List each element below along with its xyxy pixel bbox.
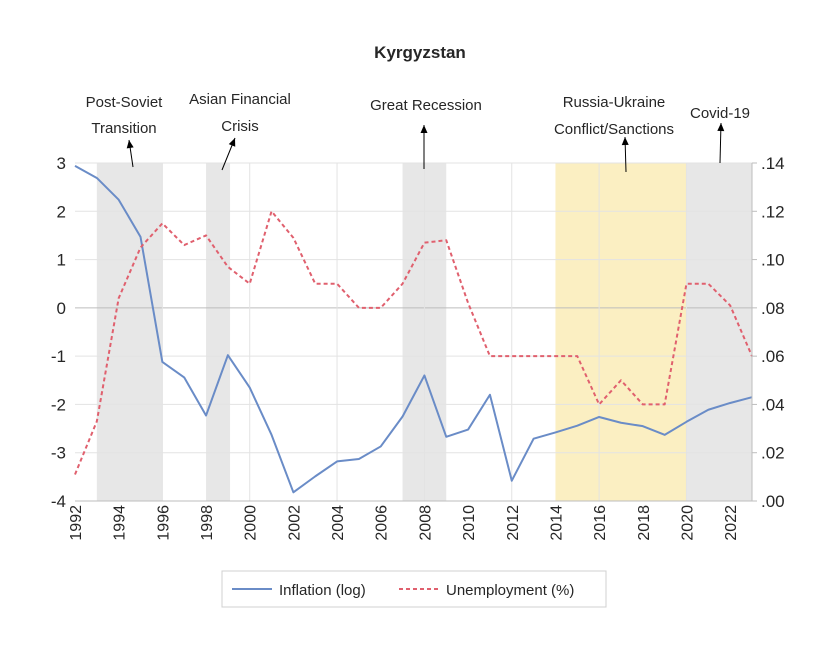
shaded-period bbox=[96, 163, 163, 501]
annotation-label: Russia-Ukraine bbox=[563, 94, 666, 111]
y-left-tick-label: -3 bbox=[51, 444, 66, 463]
shaded-period bbox=[555, 163, 687, 501]
y-left-tick-label: 1 bbox=[57, 251, 66, 270]
y-right-tick-label: .14 bbox=[761, 154, 785, 173]
y-left-tick-label: 2 bbox=[57, 202, 66, 221]
chart-title: Kyrgyzstan bbox=[374, 43, 466, 62]
arrowhead-icon bbox=[228, 138, 236, 147]
annotation-label: Post-Soviet bbox=[86, 94, 164, 111]
annotation-label: Transition bbox=[91, 120, 156, 137]
y-right-tick-label: .04 bbox=[761, 395, 785, 414]
y-right-tick-label: .00 bbox=[761, 492, 785, 511]
y-left-tick-label: -4 bbox=[51, 492, 66, 511]
y-left-tick-label: -2 bbox=[51, 395, 66, 414]
x-tick-label: 2014 bbox=[548, 505, 565, 541]
x-tick-label: 1994 bbox=[112, 505, 129, 541]
arrowhead-icon bbox=[126, 140, 134, 149]
x-tick-label: 2022 bbox=[723, 505, 740, 541]
legend-label-unemployment: Unemployment (%) bbox=[446, 582, 574, 599]
x-tick-label: 2020 bbox=[679, 505, 696, 541]
x-tick-label: 2002 bbox=[286, 505, 303, 541]
x-tick-label: 2000 bbox=[243, 505, 260, 541]
x-tick-label: 2018 bbox=[636, 505, 653, 541]
annotation-label: Great Recession bbox=[370, 97, 482, 114]
arrowhead-icon bbox=[420, 125, 428, 133]
shaded-period bbox=[206, 163, 231, 501]
x-tick-label: 2016 bbox=[592, 505, 609, 541]
legend-label-inflation: Inflation (log) bbox=[279, 582, 366, 599]
x-tick-label: 2006 bbox=[374, 505, 391, 541]
y-right-tick-label: .02 bbox=[761, 444, 785, 463]
annotation-label: Crisis bbox=[221, 118, 259, 135]
arrowhead-icon bbox=[621, 137, 629, 146]
arrowhead-icon bbox=[717, 123, 725, 132]
y-left-tick-label: 3 bbox=[57, 154, 66, 173]
inflation-line bbox=[74, 165, 753, 494]
annotation-label: Conflict/Sanctions bbox=[554, 121, 674, 138]
y-right-tick-label: .08 bbox=[761, 299, 785, 318]
y-left-tick-label: -1 bbox=[51, 347, 66, 366]
unemployment-line bbox=[74, 210, 753, 475]
x-tick-label: 2004 bbox=[330, 505, 347, 541]
annotation-label: Covid-19 bbox=[690, 105, 750, 122]
x-tick-label: 2012 bbox=[505, 505, 522, 541]
x-tick-label: 1992 bbox=[68, 505, 85, 541]
x-tick-label: 2008 bbox=[417, 505, 434, 541]
y-left-tick-label: 0 bbox=[57, 299, 66, 318]
legend: Inflation (log) Unemployment (%) bbox=[221, 570, 607, 608]
y-right-tick-label: .06 bbox=[761, 347, 785, 366]
x-tick-label: 1996 bbox=[155, 505, 172, 541]
annotation-label: Asian Financial bbox=[189, 91, 291, 108]
y-right-tick-label: .12 bbox=[761, 202, 785, 221]
x-tick-label: 2010 bbox=[461, 505, 478, 541]
x-tick-label: 1998 bbox=[199, 505, 216, 541]
y-right-tick-label: .10 bbox=[761, 251, 785, 270]
